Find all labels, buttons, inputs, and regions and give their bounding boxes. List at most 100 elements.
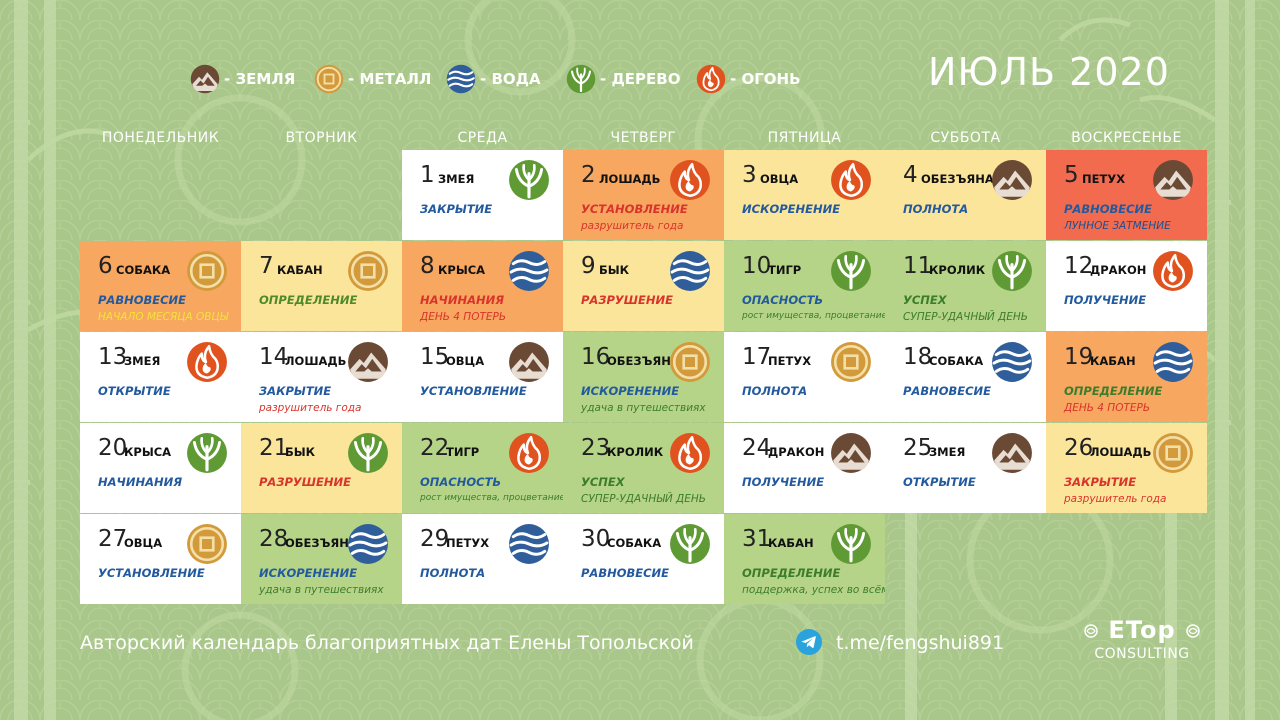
day-animal: ЗМЕЯ [929,445,966,459]
legend-earth-label: - ЗЕМЛЯ [224,70,296,88]
telegram-link[interactable]: t.me/fengshui891 [836,632,1005,654]
weekday-thursday: ЧЕТВЕРГ [610,130,677,146]
day-animal: СОБАКА [116,263,171,277]
legend-wood-label: - ДЕРЕВО [600,70,681,88]
legend-fire-label: - ОГОНЬ [730,70,801,88]
day-note: разрушитель года [581,220,684,232]
day-number: 24 [742,435,772,461]
day-animal: ЛОШАДЬ [599,172,661,186]
logo-swirl-icon [1186,624,1200,638]
day-cell: 15 ОВЦА УСТАНОВЛЕНИЕ [402,332,563,422]
day-status: УСПЕХ [581,475,625,489]
day-cell: 3 ОВЦА ИСКОРЕНЕНИЕ [724,150,885,240]
day-animal: ЛОШАДЬ [285,354,347,368]
metal-coin-icon [1152,432,1194,474]
day-number: 26 [1064,435,1094,461]
day-animal: КАБАН [277,263,323,277]
day-number: 12 [1064,253,1094,279]
day-cell: 11 КРОЛИК УСПЕХ СУПЕР-УДАЧНЫЙ ДЕНЬ [885,241,1046,331]
day-number: 9 [581,253,596,279]
day-number: 29 [420,526,450,552]
day-status: ОПРЕДЕЛЕНИЕ [742,566,841,580]
earth-mountain-icon [1152,159,1194,201]
day-status: ИСКОРЕНЕНИЕ [259,566,358,580]
fire-flame-icon [669,432,711,474]
fire-flame-icon [830,159,872,201]
day-status: РАВНОВЕСИЕ [98,293,187,307]
day-status: ПОЛНОТА [420,566,486,580]
day-note: СУПЕР-УДАЧНЫЙ ДЕНЬ [581,493,706,505]
day-cell: 23 КРОЛИК УСПЕХ СУПЕР-УДАЧНЫЙ ДЕНЬ [563,423,724,513]
day-note: поддержка, успех во всём [742,584,885,596]
fire-flame-icon [1152,250,1194,292]
day-status: ПОЛНОТА [742,384,808,398]
wood-tree-icon [186,432,228,474]
water-wave-icon [508,250,550,292]
day-animal: БЫК [599,263,630,277]
day-status: ОТКРЫТИЕ [903,475,976,489]
day-number: 13 [98,344,128,370]
day-cell: 24 ДРАКОН ПОЛУЧЕНИЕ [724,423,885,513]
day-animal: ОБЕЗЪЯНА [607,354,680,368]
day-number: 14 [259,344,289,370]
day-number: 19 [1064,344,1094,370]
day-status: ПОЛУЧЕНИЕ [1064,293,1147,307]
day-status: УСТАНОВЛЕНИЕ [420,384,527,398]
day-number: 23 [581,435,611,461]
legend-earth: - ЗЕМЛЯ [190,62,295,96]
day-status: ПОЛУЧЕНИЕ [742,475,825,489]
logo-swirl-icon [1084,624,1098,638]
day-cell: 16 ОБЕЗЪЯНА ИСКОРЕНЕНИЕ удача в путешествия… [563,332,724,422]
legend-water-label: - ВОДА [480,70,541,88]
day-animal: ОБЕЗЪЯНА [921,172,994,186]
legend-water: - ВОДА [446,62,541,96]
fire-flame-icon [696,64,726,94]
day-number: 25 [903,435,933,461]
metal-coin-icon [669,341,711,383]
day-status: РАВНОВЕСИЕ [1064,202,1153,216]
day-number: 17 [742,344,772,370]
water-wave-icon [446,64,476,94]
water-wave-icon [1152,341,1194,383]
legend-fire: - ОГОНЬ [696,62,801,96]
water-wave-icon [991,341,1033,383]
day-cell: 26 ЛОШАДЬ ЗАКРЫТИЕ разрушитель года [1046,423,1207,513]
day-note: ДЕНЬ 4 ПОТЕРЬ [1064,402,1151,414]
day-cell: 31 КАБАН ОПРЕДЕЛЕНИЕ поддержка, успех во вс… [724,514,885,604]
metal-coin-icon [347,250,389,292]
day-status: НАЧИНАНИЯ [98,475,183,489]
day-cell: 1 ЗМЕЯ ЗАКРЫТИЕ [402,150,563,240]
wood-tree-icon [669,523,711,565]
day-note: рост имущества, процветание [742,311,885,321]
day-note: рост имущества, процветание [420,493,563,503]
day-note: разрушитель года [259,402,362,414]
day-animal: ТИГР [768,263,802,277]
day-animal: ЗМЕЯ [438,172,475,186]
day-status: ИСКОРЕНЕНИЕ [581,384,680,398]
water-wave-icon [508,523,550,565]
earth-mountain-icon [991,159,1033,201]
day-animal: ДРАКОН [1090,263,1147,277]
day-cell: 29 ПЕТУХ ПОЛНОТА [402,514,563,604]
day-cell: 5 ПЕТУХ РАВНОВЕСИЕ ЛУННОЕ ЗАТМЕНИЕ [1046,150,1207,240]
day-cell: 22 ТИГР ОПАСНОСТЬ рост имущества, процветан… [402,423,563,513]
day-number: 4 [903,162,918,188]
day-cell: 18 СОБАКА РАВНОВЕСИЕ [885,332,1046,422]
day-animal: КРОЛИК [929,263,986,277]
day-note: разрушитель года [1064,493,1167,505]
logo-subtitle: CONSULTING [1094,646,1190,662]
day-note: удача в путешествиях [581,402,706,414]
day-note: ЛУННОЕ ЗАТМЕНИЕ [1064,220,1171,232]
day-number: 8 [420,253,435,279]
fire-flame-icon [669,159,711,201]
day-note: ДЕНЬ 4 ПОТЕРЬ [420,311,507,323]
fire-flame-icon [508,432,550,474]
earth-mountain-icon [508,341,550,383]
day-animal: ЗМЕЯ [124,354,161,368]
day-number: 15 [420,344,450,370]
legend-metal-label: - МЕТАЛЛ [348,70,432,88]
day-status: ОПРЕДЕЛЕНИЕ [1064,384,1163,398]
day-status: ПОЛНОТА [903,202,969,216]
day-status: РАЗРУШЕНИЕ [581,293,673,307]
day-number: 22 [420,435,450,461]
